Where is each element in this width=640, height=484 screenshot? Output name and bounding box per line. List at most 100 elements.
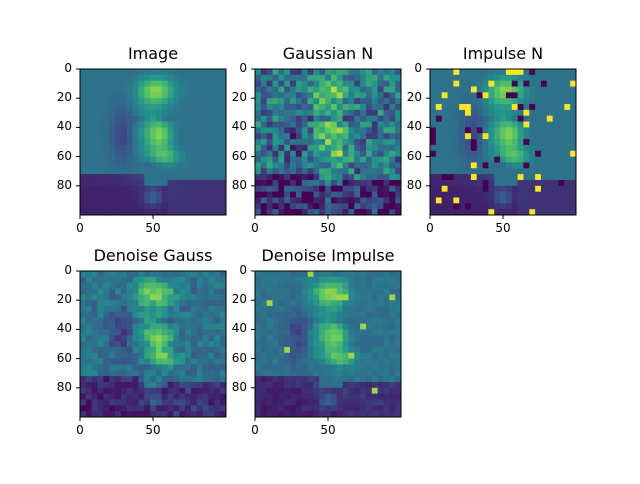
- heatmap-cell: [103, 74, 110, 82]
- heatmap-cell: [85, 358, 93, 365]
- heatmap-cell: [167, 282, 174, 289]
- heatmap-cell: [266, 306, 273, 313]
- heatmap-cell: [278, 341, 285, 348]
- heatmap-cell: [138, 306, 145, 313]
- heatmap-cell: [371, 156, 379, 163]
- heatmap-cell: [295, 411, 303, 418]
- heatmap-cell: [307, 271, 314, 278]
- heatmap-cell: [167, 399, 174, 406]
- heatmap-cell: [564, 115, 571, 122]
- heatmap-cell: [138, 364, 145, 371]
- heatmap-cell: [558, 156, 565, 163]
- heatmap-cell: [546, 74, 554, 82]
- heatmap-cell: [196, 288, 204, 295]
- heatmap-cell: [546, 98, 554, 105]
- heatmap-cell: [360, 282, 367, 289]
- heatmap-cell: [476, 179, 483, 187]
- heatmap-cell: [325, 121, 332, 128]
- heatmap-cell: [348, 104, 355, 111]
- heatmap-cell: [97, 317, 104, 324]
- heatmap-cell: [365, 276, 373, 284]
- heatmap-cell: [144, 288, 151, 295]
- heatmap-cell: [295, 352, 303, 359]
- heatmap-cell: [115, 197, 122, 204]
- heatmap-cell: [132, 69, 139, 76]
- heatmap-cell: [208, 376, 215, 383]
- heatmap-cell: [103, 358, 110, 365]
- heatmap-cell: [476, 203, 483, 210]
- heatmap-cell: [435, 185, 443, 193]
- heatmap-cell: [523, 197, 530, 204]
- heatmap-cell: [126, 86, 133, 93]
- heatmap-cell: [132, 346, 139, 354]
- heatmap-cell: [91, 294, 98, 301]
- heatmap-cell: [80, 370, 87, 377]
- heatmap-cell: [167, 381, 174, 389]
- heatmap-cell: [325, 370, 332, 377]
- heatmap-cell: [115, 109, 122, 117]
- heatmap-cell: [173, 209, 180, 216]
- heatmap-cell: [383, 411, 390, 418]
- heatmap-cell: [190, 311, 198, 319]
- heatmap-cell: [91, 411, 98, 418]
- heatmap-cell: [307, 387, 314, 395]
- heatmap-cell: [179, 352, 186, 359]
- heatmap-cell: [371, 162, 379, 169]
- heatmap-cell: [144, 209, 151, 216]
- heatmap-cell: [138, 121, 145, 128]
- heatmap-cell: [377, 346, 384, 354]
- heatmap-cell: [307, 364, 314, 371]
- heatmap-cell: [91, 358, 98, 365]
- heatmap-cell: [103, 115, 110, 122]
- heatmap-cell: [488, 168, 495, 175]
- heatmap-cell: [552, 133, 559, 140]
- heatmap-cell: [208, 352, 215, 359]
- heatmap-cell: [494, 203, 501, 210]
- heatmap-image: [80, 271, 227, 418]
- heatmap-cell: [255, 329, 262, 336]
- heatmap-cell: [552, 168, 559, 175]
- heatmap-cell: [540, 168, 548, 175]
- heatmap-cell: [161, 92, 168, 99]
- heatmap-cell: [360, 335, 367, 342]
- heatmap-cell: [167, 74, 174, 82]
- heatmap-cell: [202, 306, 209, 313]
- heatmap-cell: [395, 352, 402, 359]
- heatmap-cell: [371, 104, 379, 111]
- heatmap-cell: [190, 370, 198, 377]
- heatmap-cell: [377, 341, 384, 348]
- heatmap-cell: [144, 92, 151, 99]
- heatmap-cell: [365, 405, 373, 412]
- heatmap-cell: [132, 179, 139, 187]
- heatmap-cell: [307, 376, 314, 383]
- heatmap-cell: [459, 86, 466, 93]
- heatmap-cell: [558, 86, 565, 93]
- heatmap-cell: [150, 80, 157, 87]
- heatmap-cell: [278, 74, 285, 82]
- heatmap-cell: [325, 104, 332, 111]
- heatmap-cell: [558, 174, 565, 181]
- heatmap-cell: [284, 282, 291, 289]
- heatmap-cell: [80, 405, 87, 412]
- heatmap-cell: [115, 127, 122, 134]
- heatmap-cell: [185, 174, 192, 181]
- heatmap-cell: [97, 197, 104, 204]
- heatmap-cell: [278, 191, 285, 198]
- heatmap-cell: [214, 121, 221, 128]
- heatmap-cell: [126, 179, 133, 187]
- heatmap-cell: [255, 121, 262, 128]
- heatmap-cell: [540, 179, 548, 187]
- heatmap-cell: [535, 144, 542, 152]
- heatmap-cell: [435, 80, 443, 87]
- heatmap-cell: [290, 405, 297, 412]
- heatmap-cell: [185, 276, 192, 284]
- heatmap-cell: [103, 197, 110, 204]
- heatmap-cell: [138, 127, 145, 134]
- heatmap-cell: [476, 127, 483, 134]
- heatmap-cell: [517, 127, 524, 134]
- heatmap-cell: [540, 133, 548, 140]
- heatmap-cell: [482, 179, 489, 187]
- heatmap-cell: [482, 209, 489, 216]
- heatmap-cell: [342, 329, 349, 336]
- heatmap-cell: [260, 80, 268, 87]
